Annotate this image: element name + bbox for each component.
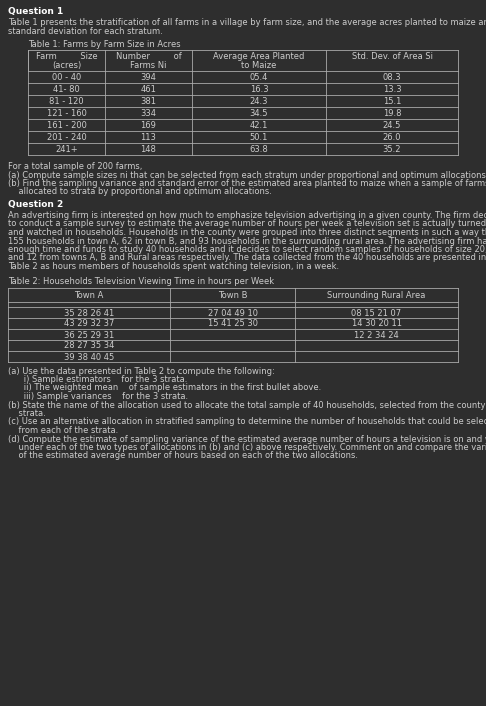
Text: 26.0: 26.0 xyxy=(383,133,401,142)
Text: 334: 334 xyxy=(140,109,156,118)
Text: under each of the two types of allocations in (b) and (c) above respectively. Co: under each of the two types of allocatio… xyxy=(8,443,486,452)
Text: to Maize: to Maize xyxy=(242,61,277,70)
Text: 08 15 21 07: 08 15 21 07 xyxy=(351,309,401,318)
Text: 43 29 32 37: 43 29 32 37 xyxy=(64,320,114,328)
Text: 63.8: 63.8 xyxy=(250,145,268,154)
Text: 05.4: 05.4 xyxy=(250,73,268,82)
Text: from each of the strata.: from each of the strata. xyxy=(8,426,118,435)
Text: Question 1: Question 1 xyxy=(8,7,63,16)
Text: 381: 381 xyxy=(140,97,156,106)
Text: 148: 148 xyxy=(140,145,156,154)
Text: 81 - 120: 81 - 120 xyxy=(49,97,84,106)
Text: allocated to strata by proportional and optimum allocations.: allocated to strata by proportional and … xyxy=(8,188,272,196)
Text: Table 2: Households Television Viewing Time in hours per Week: Table 2: Households Television Viewing T… xyxy=(8,277,274,287)
Text: 12 2 34 24: 12 2 34 24 xyxy=(354,330,399,340)
Text: 121 - 160: 121 - 160 xyxy=(47,109,87,118)
Text: Number         of: Number of xyxy=(116,52,181,61)
Text: (a) Compute sample sizes ni that can be selected from each stratum under proport: (a) Compute sample sizes ni that can be … xyxy=(8,171,486,179)
Text: 169: 169 xyxy=(140,121,156,130)
Text: 16.3: 16.3 xyxy=(250,85,268,94)
Text: (b) State the name of the allocation used to allocate the total sample of 40 hou: (b) State the name of the allocation use… xyxy=(8,400,486,409)
Text: 28 27 35 34: 28 27 35 34 xyxy=(64,342,114,350)
Text: 201 - 240: 201 - 240 xyxy=(47,133,87,142)
Text: 14 30 20 11: 14 30 20 11 xyxy=(351,320,401,328)
Text: Farm         Size: Farm Size xyxy=(35,52,97,61)
Text: 19.8: 19.8 xyxy=(383,109,401,118)
Text: 155 households in town A, 62 in town B, and 93 households in the surrounding rur: 155 households in town A, 62 in town B, … xyxy=(8,237,486,246)
Text: Farms Ni: Farms Ni xyxy=(130,61,167,70)
Text: (c) Use an alternative allocation in stratified sampling to determine the number: (c) Use an alternative allocation in str… xyxy=(8,417,486,426)
Text: ii) The weighted mean    of sample estimators in the first bullet above.: ii) The weighted mean of sample estimato… xyxy=(8,383,321,393)
Text: 42.1: 42.1 xyxy=(250,121,268,130)
Text: Std. Dev. of Area Si: Std. Dev. of Area Si xyxy=(351,52,433,61)
Text: 394: 394 xyxy=(140,73,156,82)
Text: 00 - 40: 00 - 40 xyxy=(52,73,81,82)
Text: Table 1 presents the stratification of all farms in a village by farm size, and : Table 1 presents the stratification of a… xyxy=(8,18,486,27)
Text: Table 1: Farms by Farm Size in Acres: Table 1: Farms by Farm Size in Acres xyxy=(28,40,181,49)
Text: (acres): (acres) xyxy=(52,61,81,70)
Text: An advertising firm is interested on how much to emphasize television advertisin: An advertising firm is interested on how… xyxy=(8,211,486,220)
Text: 39 38 40 45: 39 38 40 45 xyxy=(64,352,114,361)
Text: Average Area Planted: Average Area Planted xyxy=(213,52,305,61)
Text: 13.3: 13.3 xyxy=(382,85,401,94)
Text: Question 2: Question 2 xyxy=(8,200,63,209)
Text: 34.5: 34.5 xyxy=(250,109,268,118)
Text: and 12 from towns A, B and Rural areas respectively. The data collected from the: and 12 from towns A, B and Rural areas r… xyxy=(8,253,486,263)
Text: 35.2: 35.2 xyxy=(383,145,401,154)
Text: 50.1: 50.1 xyxy=(250,133,268,142)
Text: 241+: 241+ xyxy=(55,145,78,154)
Text: 08.3: 08.3 xyxy=(382,73,401,82)
Text: enough time and funds to study 40 households and it decides to select random sam: enough time and funds to study 40 househ… xyxy=(8,245,486,254)
Text: of the estimated average number of hours based on each of the two allocations.: of the estimated average number of hours… xyxy=(8,452,358,460)
Text: 36 25 29 31: 36 25 29 31 xyxy=(64,330,114,340)
Text: 24.3: 24.3 xyxy=(250,97,268,106)
Text: to conduct a sample survey to estimate the average number of hours per week a te: to conduct a sample survey to estimate t… xyxy=(8,220,486,229)
Text: Table 2 as hours members of households spent watching television, in a week.: Table 2 as hours members of households s… xyxy=(8,262,339,271)
Text: (d) Compute the estimate of sampling variance of the estimated average number of: (d) Compute the estimate of sampling var… xyxy=(8,434,486,443)
Text: For a total sample of 200 farms,: For a total sample of 200 farms, xyxy=(8,162,142,171)
Text: and watched in households. Households in the county were grouped into three dist: and watched in households. Households in… xyxy=(8,228,486,237)
Text: Town A: Town A xyxy=(74,290,104,299)
Text: 15.1: 15.1 xyxy=(383,97,401,106)
Text: 461: 461 xyxy=(140,85,156,94)
Text: 15 41 25 30: 15 41 25 30 xyxy=(208,320,258,328)
Text: 24.5: 24.5 xyxy=(383,121,401,130)
Text: 27 04 49 10: 27 04 49 10 xyxy=(208,309,258,318)
Text: 161 - 200: 161 - 200 xyxy=(47,121,87,130)
Text: 35 28 26 41: 35 28 26 41 xyxy=(64,309,114,318)
Text: strata.: strata. xyxy=(8,409,46,418)
Text: iii) Sample variances    for the 3 strata.: iii) Sample variances for the 3 strata. xyxy=(8,392,188,401)
Text: standard deviation for each stratum.: standard deviation for each stratum. xyxy=(8,27,163,35)
Text: Town B: Town B xyxy=(218,290,247,299)
Text: i) Sample estimators    for the 3 strata.: i) Sample estimators for the 3 strata. xyxy=(8,375,188,384)
Text: 113: 113 xyxy=(140,133,156,142)
Text: (b) Find the sampling variance and standard error of the estimated area planted : (b) Find the sampling variance and stand… xyxy=(8,179,486,188)
Text: Surrounding Rural Area: Surrounding Rural Area xyxy=(327,290,426,299)
Text: (a) Use the data presented in Table 2 to compute the following:: (a) Use the data presented in Table 2 to… xyxy=(8,366,275,376)
Text: 41- 80: 41- 80 xyxy=(53,85,80,94)
